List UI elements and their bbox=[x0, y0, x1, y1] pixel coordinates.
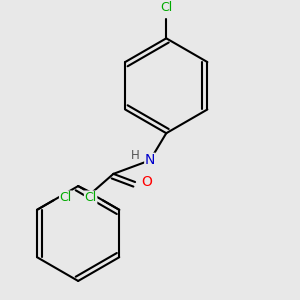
Text: H: H bbox=[131, 149, 140, 162]
Text: O: O bbox=[141, 175, 152, 189]
Text: Cl: Cl bbox=[60, 191, 72, 204]
Text: N: N bbox=[145, 153, 155, 167]
Text: Cl: Cl bbox=[160, 2, 172, 14]
Text: Cl: Cl bbox=[85, 191, 97, 204]
